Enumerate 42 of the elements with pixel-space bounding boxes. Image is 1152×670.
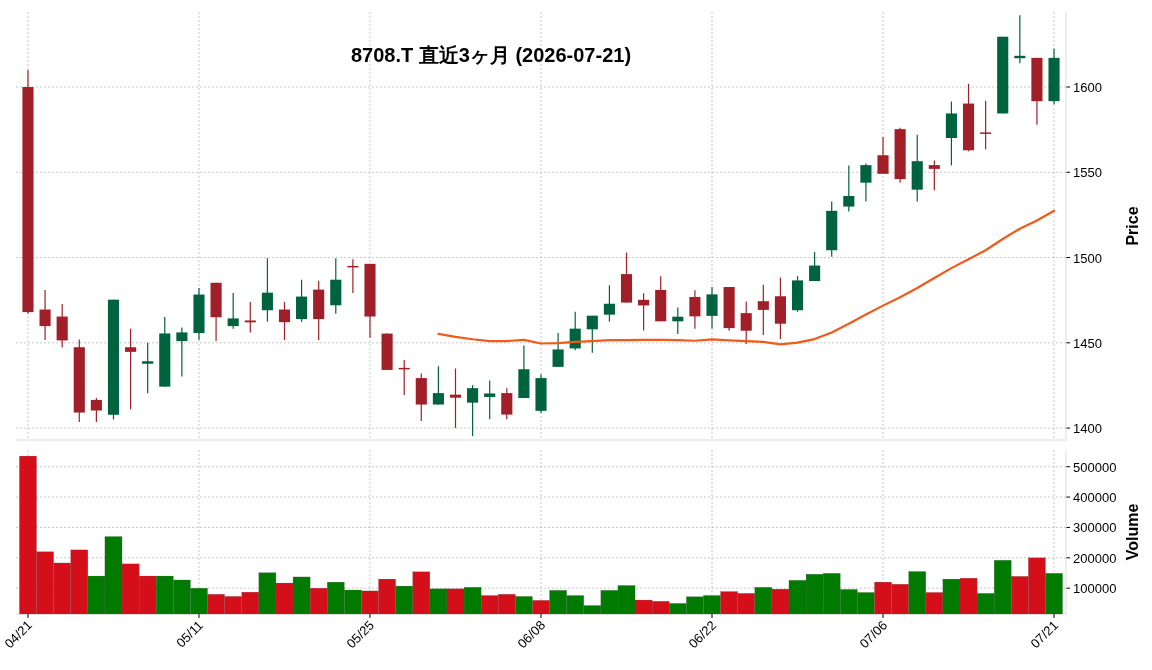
candlestick	[261, 257, 273, 323]
candlestick	[980, 100, 992, 151]
candlestick	[227, 292, 239, 330]
candlestick	[809, 251, 821, 282]
y-tick-label: 1600	[1073, 80, 1102, 96]
candlestick	[296, 279, 308, 323]
candlestick	[877, 136, 889, 175]
candlestick	[244, 301, 256, 334]
y-tick-label: 200000	[1073, 550, 1117, 566]
y-tick-label: 400000	[1073, 490, 1117, 506]
y-tick-label: 1550	[1073, 165, 1102, 181]
candlestick	[603, 284, 615, 323]
candlestick	[467, 384, 479, 437]
candlestick	[39, 289, 51, 341]
candlestick	[928, 159, 940, 191]
candlestick	[278, 301, 291, 341]
candlestick	[740, 300, 752, 345]
candlestick	[689, 289, 701, 330]
candlestick	[586, 315, 598, 354]
candlestick	[432, 365, 444, 406]
y-tick-label: 1500	[1073, 250, 1102, 266]
y-axis-title: Volume	[1124, 503, 1141, 561]
y-tick-label: 1450	[1073, 335, 1102, 351]
candlestick	[449, 367, 462, 429]
candlestick	[757, 284, 769, 336]
candlestick	[843, 164, 855, 213]
candlestick	[176, 326, 188, 377]
candlestick	[125, 328, 137, 410]
candlestick	[142, 342, 154, 394]
candlestick	[552, 332, 564, 368]
candlestick	[90, 397, 102, 423]
candlestick	[501, 387, 513, 420]
candlestick	[484, 379, 496, 420]
y-tick-label: 1400	[1073, 421, 1102, 437]
candlestick	[860, 162, 872, 203]
y-axis-title: Price	[1124, 206, 1141, 246]
text: 8708.T 直近3ヶ月 (2026-07-21)	[350, 44, 632, 66]
candlestick	[56, 303, 68, 349]
candlestick	[706, 286, 718, 330]
y-tick-label: 300000	[1073, 520, 1117, 536]
y-tick-label: 500000	[1073, 459, 1117, 475]
y-tick-label: 100000	[1073, 581, 1117, 597]
